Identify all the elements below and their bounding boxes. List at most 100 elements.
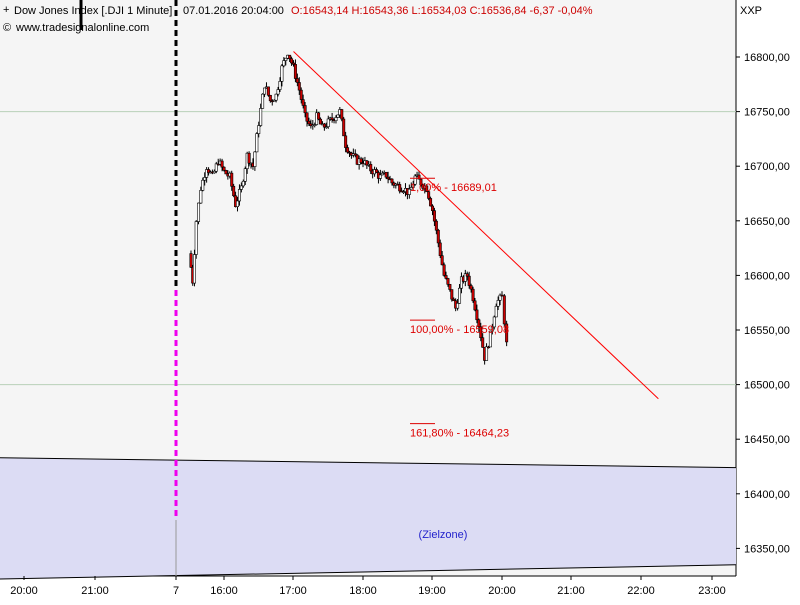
candle-body xyxy=(230,172,234,187)
candle-body xyxy=(440,255,444,266)
candle-body xyxy=(207,169,211,173)
candle-body xyxy=(303,105,307,114)
candle-body xyxy=(463,273,467,282)
candle-body xyxy=(479,326,483,339)
candle-body xyxy=(494,305,498,318)
candle-body xyxy=(261,93,265,109)
candle-body xyxy=(473,300,477,311)
trendline-line[interactable] xyxy=(293,51,659,400)
target-zone-fill xyxy=(0,457,736,579)
price-tick-label: 16600,00 xyxy=(744,270,790,282)
candle-body xyxy=(448,284,452,290)
candle-body xyxy=(280,65,284,82)
candle-body xyxy=(326,118,330,127)
candle-body xyxy=(189,253,193,268)
candle-body xyxy=(291,62,295,65)
candle-body xyxy=(255,133,259,153)
candle-body xyxy=(469,285,473,290)
candle-body xyxy=(485,346,489,361)
candle-body xyxy=(432,210,436,222)
candle-body xyxy=(459,276,463,289)
candle-body xyxy=(496,300,500,307)
candle-body xyxy=(475,309,479,321)
candle-body xyxy=(330,117,334,120)
price-tick-label: 16700,00 xyxy=(744,161,790,173)
candle-body xyxy=(259,108,263,126)
candle-body xyxy=(305,112,309,122)
candle-body xyxy=(353,153,357,156)
candle-body xyxy=(398,184,402,192)
expand-icon[interactable]: + xyxy=(3,4,9,16)
chart-header: + Dow Jones Index [.DJI 1 Minute] 07.01.… xyxy=(3,4,762,34)
fib-level-label: 100,00% - 16559,08 xyxy=(410,324,509,336)
candle-body xyxy=(417,174,421,180)
candle-body xyxy=(197,202,201,222)
candle-body xyxy=(334,117,338,121)
candle-body xyxy=(274,93,278,101)
time-tick-label: 20:00 xyxy=(10,585,38,597)
candle-body xyxy=(297,82,301,91)
candle-body xyxy=(492,316,496,328)
candle-body xyxy=(301,99,305,106)
price-tick-label: 16350,00 xyxy=(744,543,790,555)
candle-body xyxy=(268,94,272,102)
candle-body xyxy=(293,64,297,79)
website-label: www.tradesignalonline.com xyxy=(15,22,149,34)
candle-body xyxy=(222,166,226,171)
ohlc-values: O:16543,14 H:16543,36 L:16534,03 C:16536… xyxy=(291,5,593,17)
candle-body xyxy=(413,175,417,185)
time-tick-label: 7 xyxy=(173,585,179,597)
candle-body xyxy=(384,171,388,178)
candle-body xyxy=(481,337,485,348)
candle-body xyxy=(452,298,456,302)
candle-body xyxy=(342,118,346,137)
candle-body xyxy=(446,278,450,285)
candle-body xyxy=(436,229,440,244)
price-tick-label: 16750,00 xyxy=(744,107,790,119)
candle-body xyxy=(409,187,413,190)
candle-body xyxy=(471,288,475,302)
time-axis xyxy=(0,576,800,600)
candle-body xyxy=(220,160,224,168)
candle-body xyxy=(307,120,311,125)
candle-body xyxy=(498,294,502,301)
fibonacci-levels[interactable]: 100,00% - 16559,08 161,80% - 16464,23 1,00… xyxy=(410,177,509,440)
candle-body xyxy=(299,89,303,100)
candle-body xyxy=(247,152,251,164)
candle-body xyxy=(253,151,257,167)
bar-datetime: 07.01.2016 20:04:00 xyxy=(183,5,284,17)
candle-body xyxy=(313,124,317,126)
candle-body xyxy=(502,295,506,325)
price-tick-label: 16550,00 xyxy=(744,325,790,337)
time-tick-label: 23:00 xyxy=(698,585,726,597)
candle-body xyxy=(438,242,442,256)
copyright-icon: © xyxy=(3,22,11,34)
candle-body xyxy=(276,89,280,95)
candle-body xyxy=(378,174,382,179)
target-zone: (Zielzone) xyxy=(0,457,737,580)
candle-body xyxy=(257,125,261,134)
candle-body xyxy=(214,163,218,172)
candle-body xyxy=(430,205,434,211)
candle-body xyxy=(465,273,469,277)
target-zone-bottom-line xyxy=(0,564,737,580)
trendline[interactable] xyxy=(293,51,659,400)
candle-body xyxy=(488,330,492,348)
fib-level-label: 1,00% - 16689,01 xyxy=(410,182,497,194)
candle-body xyxy=(266,86,270,96)
candle-body xyxy=(340,109,344,120)
candle-body xyxy=(239,185,243,190)
candle-body xyxy=(375,169,379,173)
candle-body xyxy=(429,198,433,207)
price-tick-label: 16800,00 xyxy=(744,52,790,64)
candle-body xyxy=(278,81,282,90)
target-zone-top-line xyxy=(0,457,737,469)
candles xyxy=(189,54,509,365)
grid-lines xyxy=(0,111,736,386)
price-tick-label: 16650,00 xyxy=(744,216,790,228)
candle-body xyxy=(411,183,415,188)
candle-body xyxy=(467,275,471,286)
candle-body xyxy=(444,275,448,279)
